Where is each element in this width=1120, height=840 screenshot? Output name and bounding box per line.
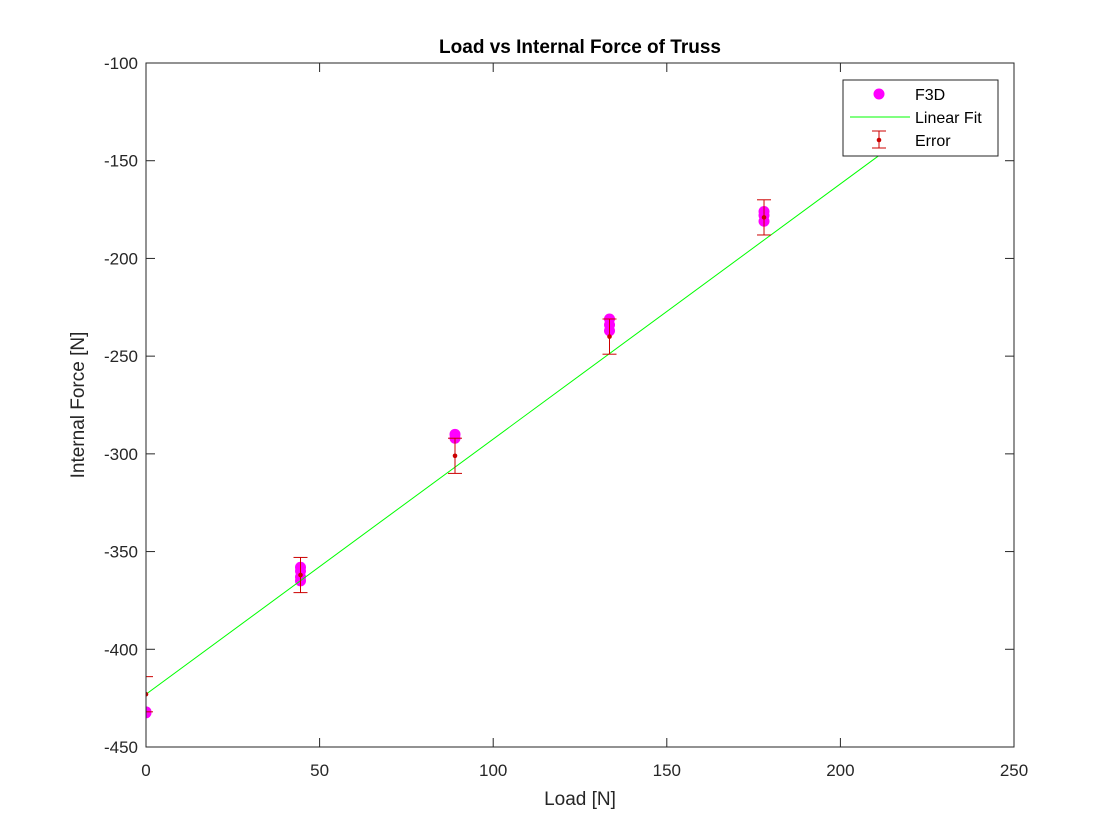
y-tick-label: -400 [104,640,138,659]
legend-marker-f3d [873,88,885,100]
y-tick-label: -350 [104,543,138,562]
x-axis: 0 50 100 150 200 250 [141,63,1028,780]
x-tick-label: 200 [826,761,854,780]
legend-label-linear-fit: Linear Fit [915,110,982,127]
y-tick-label: -200 [104,249,138,268]
chart-title: Load vs Internal Force of Truss [439,37,721,58]
y-tick-label: -100 [104,54,138,73]
y-tick-label: -250 [104,347,138,366]
x-tick-label: 0 [141,761,150,780]
x-tick-label: 150 [653,761,681,780]
x-tick-label: 50 [310,761,329,780]
errorbar-center-point [607,334,612,339]
errorbar-center-point [146,691,149,697]
legend-errorbar-point [876,137,882,143]
errorbar-center-point [298,572,303,578]
y-tick-label: -450 [104,738,138,757]
x-tick-label: 100 [479,761,507,780]
y-tick-label: -150 [104,152,138,171]
legend-box [842,79,999,157]
errorbar-center-point [761,215,767,220]
legend-label-f3d: F3D [915,87,945,104]
errorbar-center-point [452,453,458,459]
y-axis: -450 -400 -350 -300 -250 -200 -150 -100 [104,54,1014,757]
legend: F3D Linear Fit Error [842,79,999,157]
x-axis-title: Load [N] [544,789,616,810]
legend-label-error: Error [915,133,951,150]
y-tick-label: -300 [104,445,138,464]
legend-errorbar-icon [872,130,886,149]
data-point-f3d [146,707,152,719]
plot-frame [145,62,1015,748]
plot-area [146,63,1014,747]
y-axis-title: Internal Force [N] [68,332,89,479]
linear-fit-line [146,155,879,695]
x-tick-label: 250 [1000,761,1028,780]
data-layer [146,155,879,719]
